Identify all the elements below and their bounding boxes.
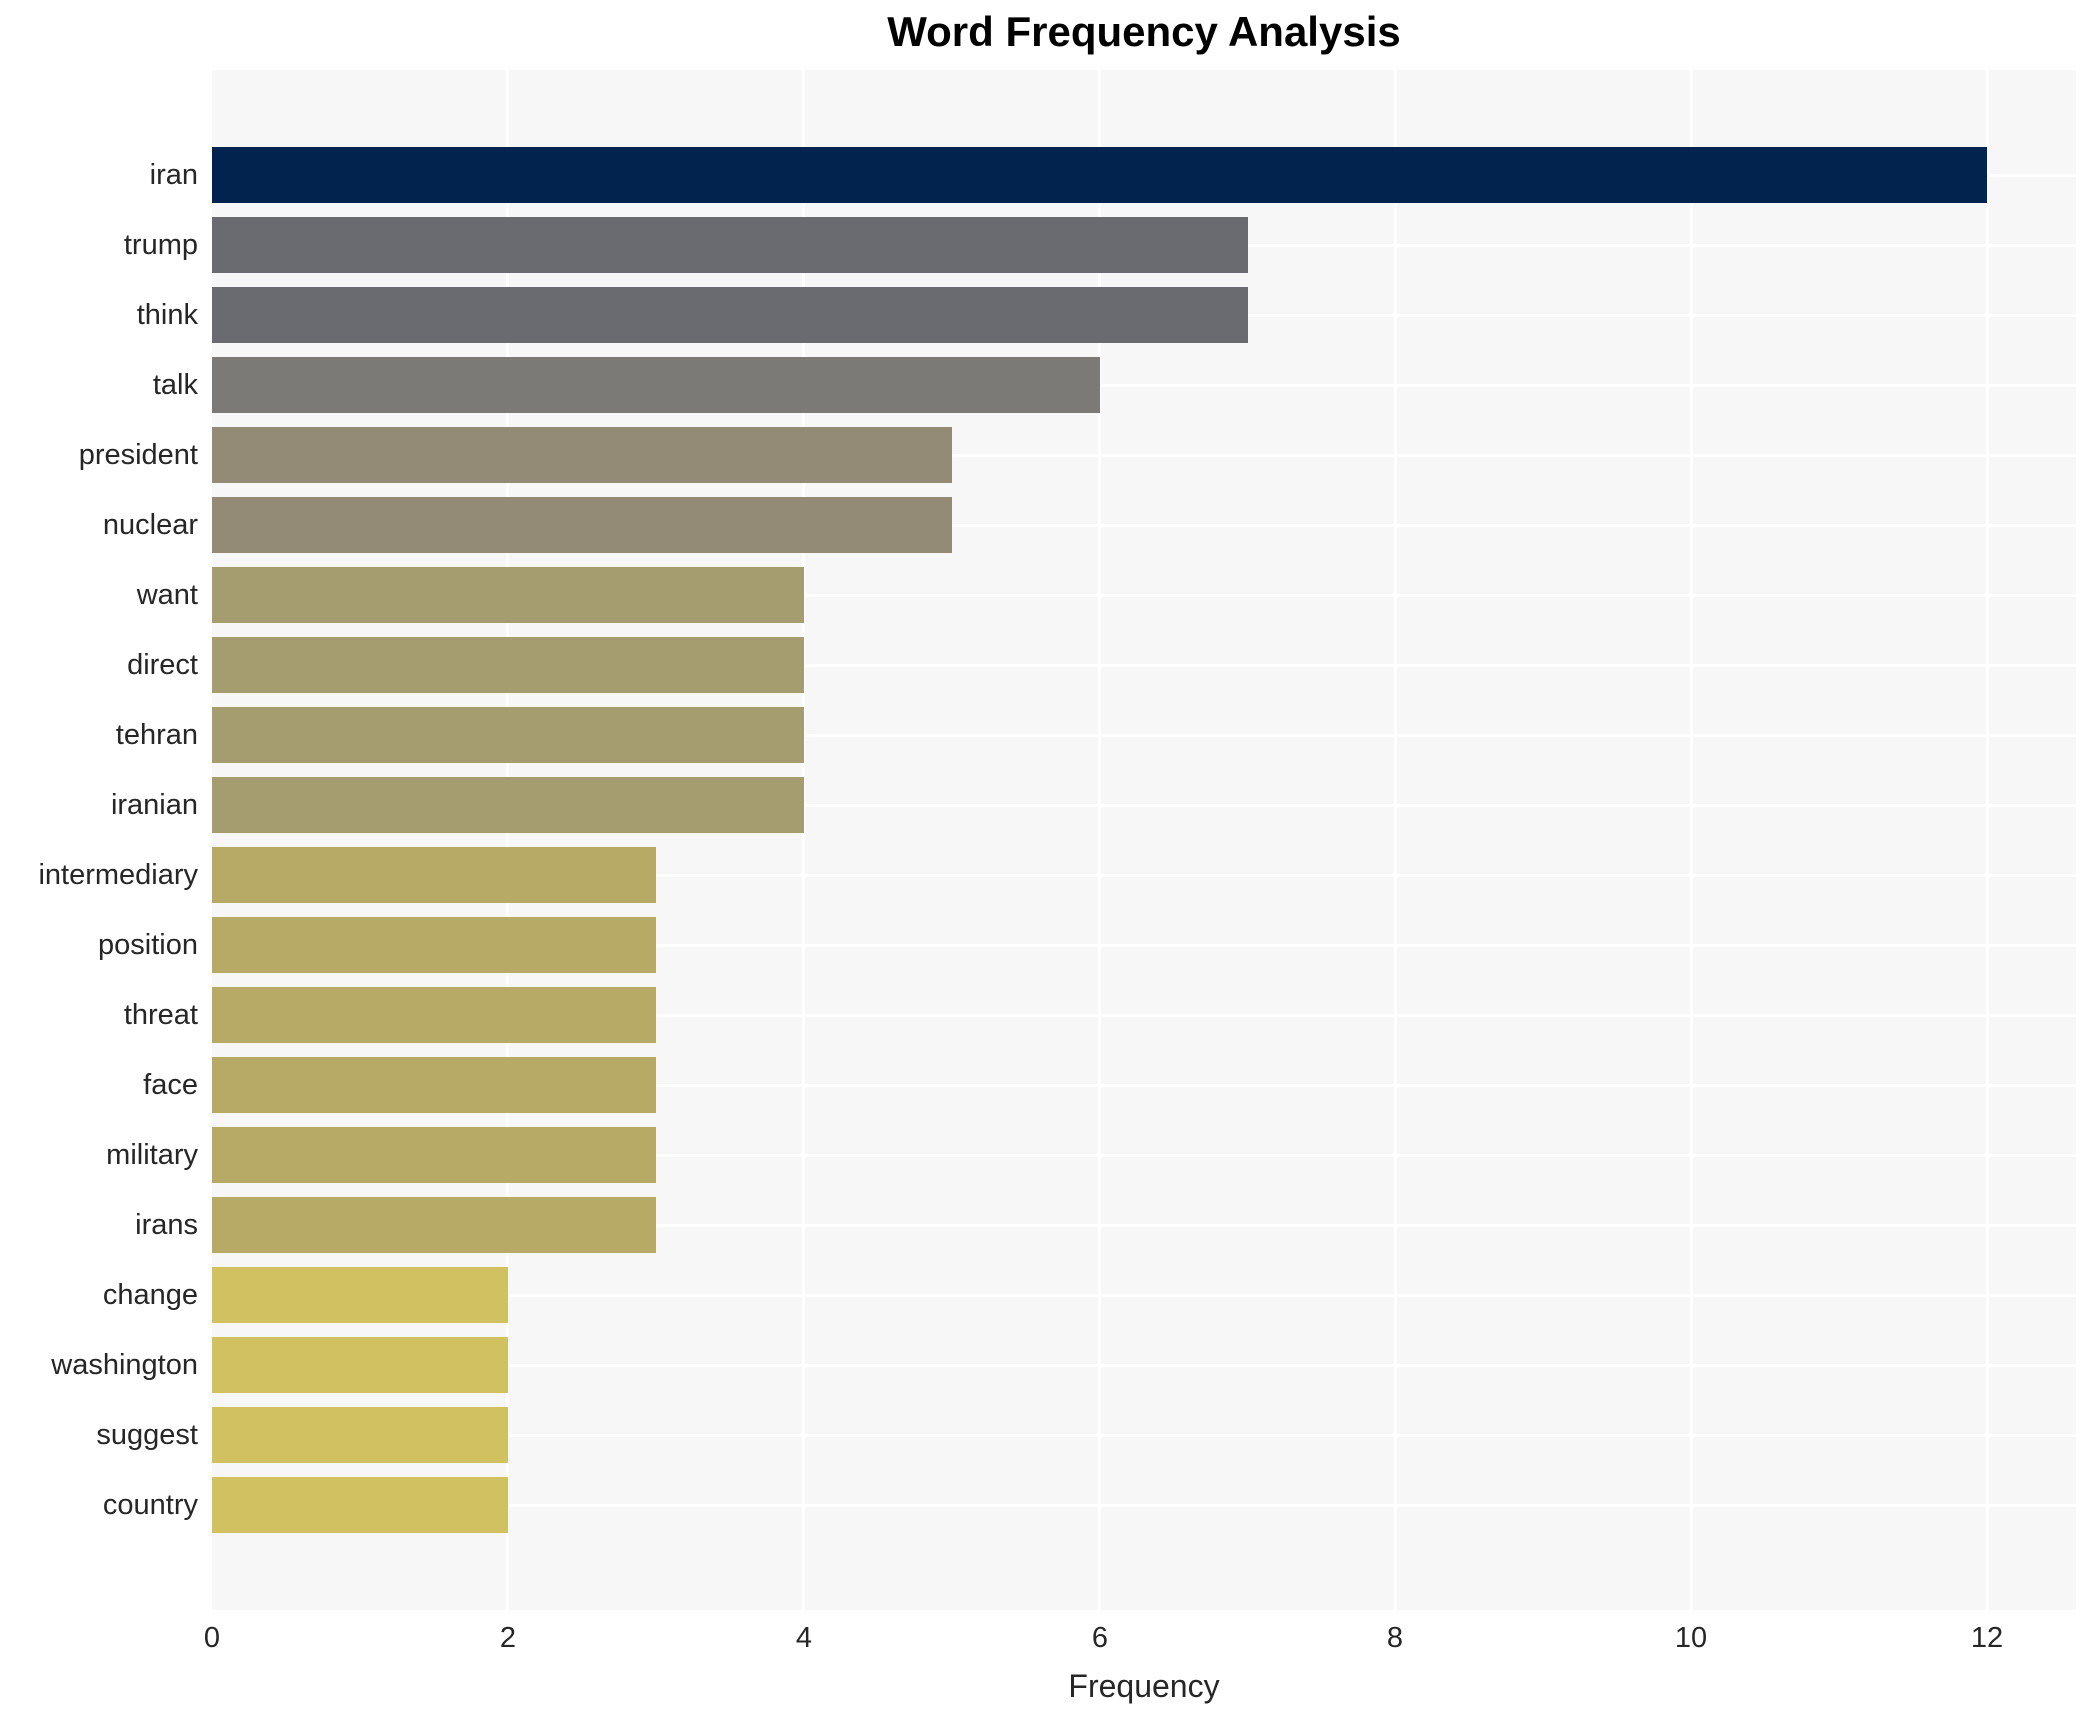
- y-label-washington: washington: [51, 1349, 198, 1381]
- bar-military: [212, 1127, 656, 1183]
- chart-title: Word Frequency Analysis: [887, 8, 1401, 55]
- x-tick-2: 2: [499, 1622, 517, 1654]
- y-label-think: think: [136, 299, 198, 331]
- x-axis-tick-labels: 0 2 4 6 8 10 12: [204, 1622, 2076, 1662]
- bar-position: [212, 917, 656, 973]
- gridline-x-12: [1986, 70, 1989, 1610]
- gridline-y-direct: [212, 664, 2076, 667]
- gridline-y-face: [212, 1084, 2076, 1087]
- y-label-iranian: iranian: [110, 789, 198, 821]
- y-label-position: position: [98, 929, 198, 961]
- y-label-trump: trump: [123, 229, 198, 261]
- gridline-y-president: [212, 454, 2076, 457]
- x-tick-4: 4: [795, 1622, 813, 1654]
- y-label-president: president: [78, 439, 198, 471]
- gridline-y-irans: [212, 1224, 2076, 1227]
- gridline-y-intermediary: [212, 874, 2076, 877]
- y-label-face: face: [143, 1069, 198, 1101]
- gridline-y-change: [212, 1294, 2076, 1297]
- bar-face: [212, 1057, 656, 1113]
- bar-iranian: [212, 777, 804, 833]
- x-axis-title: Frequency: [1068, 1668, 1220, 1704]
- y-label-want: want: [136, 579, 198, 611]
- gridline-x-8: [1394, 70, 1397, 1610]
- x-tick-6: 6: [1091, 1622, 1109, 1654]
- gridline-x-6: [1098, 70, 1101, 1610]
- gridline-y-suggest: [212, 1434, 2076, 1437]
- bar-change: [212, 1267, 508, 1323]
- y-label-change: change: [102, 1279, 198, 1311]
- gridline-y-military: [212, 1154, 2076, 1157]
- gridline-y-talk: [212, 384, 2076, 387]
- y-label-talk: talk: [152, 369, 198, 401]
- y-label-nuclear: nuclear: [102, 509, 198, 541]
- bar-washington: [212, 1337, 508, 1393]
- y-label-direct: direct: [127, 649, 198, 681]
- y-label-intermediary: intermediary: [38, 859, 198, 891]
- gridline-y-iranian: [212, 804, 2076, 807]
- bar-suggest: [212, 1407, 508, 1463]
- gridline-y-washington: [212, 1364, 2076, 1367]
- gridline-x-10: [1690, 70, 1693, 1610]
- bar-think: [212, 287, 1248, 343]
- gridline-x-2: [506, 70, 509, 1610]
- y-label-threat: threat: [123, 999, 198, 1031]
- x-tick-8: 8: [1386, 1622, 1404, 1654]
- x-tick-12: 12: [1970, 1622, 2004, 1654]
- plot-area: [212, 70, 2076, 1610]
- gridline-y-nuclear: [212, 524, 2076, 527]
- gridline-y-position: [212, 944, 2076, 947]
- bar-tehran: [212, 707, 804, 763]
- bar-iran: [212, 147, 1987, 203]
- gridline-y-tehran: [212, 734, 2076, 737]
- x-tick-10: 10: [1674, 1622, 1708, 1654]
- bar-nuclear: [212, 497, 952, 553]
- y-label-country: country: [102, 1489, 198, 1521]
- bar-irans: [212, 1197, 656, 1253]
- gridline-y-country: [212, 1504, 2076, 1507]
- bar-direct: [212, 637, 804, 693]
- bar-intermediary: [212, 847, 656, 903]
- bar-trump: [212, 217, 1248, 273]
- y-axis-category-labels: iran trump think talk president nuclear want di…: [0, 70, 198, 1610]
- gridline-y-want: [212, 594, 2076, 597]
- x-tick-0: 0: [203, 1622, 221, 1654]
- bar-talk: [212, 357, 1100, 413]
- gridline-x-4: [802, 70, 805, 1610]
- bar-threat: [212, 987, 656, 1043]
- y-label-tehran: tehran: [115, 719, 198, 751]
- bar-president: [212, 427, 952, 483]
- y-label-iran: iran: [149, 159, 198, 191]
- gridline-y-threat: [212, 1014, 2076, 1017]
- y-label-suggest: suggest: [96, 1419, 198, 1451]
- bar-want: [212, 567, 804, 623]
- y-label-irans: irans: [135, 1209, 198, 1241]
- bar-country: [212, 1477, 508, 1533]
- y-label-military: military: [106, 1139, 198, 1171]
